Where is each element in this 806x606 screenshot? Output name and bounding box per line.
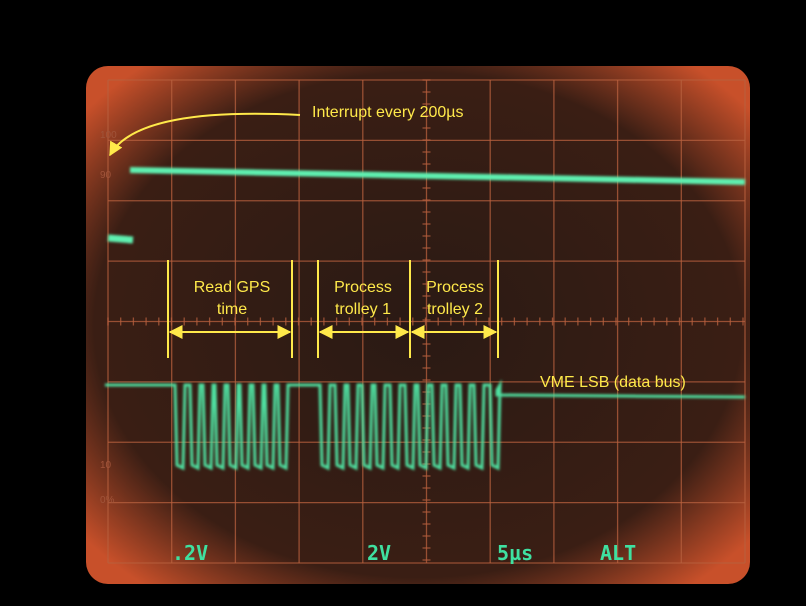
readout: 2V	[367, 541, 391, 565]
oscilloscope-photo: 100 90 10 0% Interrupt every 200µs Read …	[0, 0, 806, 606]
annotation: trolley 2	[427, 301, 483, 318]
graticule-label: 10	[100, 460, 112, 471]
readout: ALT	[600, 541, 636, 565]
annotation: Process	[334, 279, 392, 296]
graticule-label: 90	[100, 170, 112, 181]
annotation: Interrupt every 200µs	[312, 104, 464, 121]
annotation: Read GPS	[194, 279, 270, 296]
readout: .2V	[172, 541, 208, 565]
screen	[86, 66, 750, 584]
trace-segment	[108, 238, 133, 240]
annotation: trolley 1	[335, 301, 391, 318]
graticule-label: 0%	[100, 495, 115, 506]
annotation: time	[217, 301, 247, 318]
annotation: Process	[426, 279, 484, 296]
annotation: VME LSB (data bus)	[540, 374, 686, 391]
graticule-label: 100	[100, 130, 117, 141]
readout: 5µs	[497, 541, 533, 565]
